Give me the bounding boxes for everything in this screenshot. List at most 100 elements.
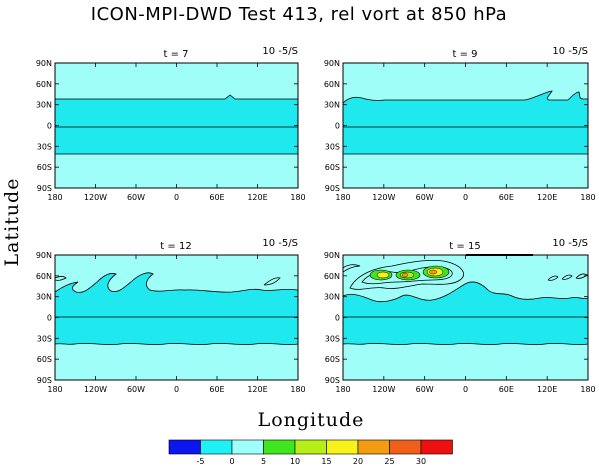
y-tick-label: 90N: [36, 59, 52, 68]
y-tick-label: 30S: [37, 142, 52, 151]
y-tick-label: 30N: [36, 293, 52, 302]
x-tick-label: 180: [47, 193, 62, 202]
colorbar-label: 25: [384, 457, 394, 466]
y-axis-title: Latitude: [1, 178, 23, 267]
y-tick-label: 90S: [325, 184, 340, 193]
y-tick-label: 30S: [325, 334, 340, 343]
y-tick-label: 90N: [324, 59, 340, 68]
panel-4-contour-vortex-inner: [361, 266, 453, 285]
colorbar: -5 0 5 10 15 20 25 30: [168, 439, 453, 466]
x-tick-label: 180: [47, 385, 62, 394]
y-tick-label: 90S: [37, 376, 52, 385]
panel-2-units-label: 10 -5/S: [552, 46, 588, 57]
x-tick-label: 0: [174, 385, 179, 394]
panel-3-tropical-band: [55, 272, 298, 345]
y-tick-label: 60S: [325, 163, 340, 172]
y-tick-label: 60N: [36, 272, 52, 281]
panel-2-time-label: t = 9: [452, 49, 477, 60]
colorbar-swatch: [263, 439, 296, 455]
panel-3-contour-eddy-b: [55, 276, 67, 281]
panel-3: t = 12 10 -5/S: [54, 238, 299, 381]
y-tick-label: 60N: [36, 80, 52, 89]
colorbar-swatch: [389, 439, 422, 455]
y-tick-label: 90S: [325, 376, 340, 385]
y-tick-label: 90S: [37, 184, 52, 193]
x-tick-label: 120W: [84, 385, 107, 394]
x-tick-label: 180: [290, 193, 305, 202]
colorbar-swatch: [294, 439, 327, 455]
y-tick-label: 0: [335, 122, 340, 131]
colorbar-swatch: [168, 439, 201, 455]
y-tick-label: 30N: [324, 293, 340, 302]
y-tick-label: 0: [335, 314, 340, 323]
y-tick-label: 60N: [324, 80, 340, 89]
y-tick-label: 0: [47, 314, 52, 323]
x-tick-label: 60W: [127, 193, 145, 202]
x-tick-label: 60W: [127, 385, 145, 394]
panel-4-vortex-3-core: [428, 269, 438, 275]
panel-4-contour-jet: [343, 281, 588, 303]
y-tick-label: 30S: [37, 334, 52, 343]
x-tick-label: 120E: [247, 193, 267, 202]
panel-4-contour-south: [343, 343, 588, 345]
panel-4-vortex-1-core: [376, 271, 390, 279]
colorbar-swatch: [420, 439, 453, 455]
y-tick-label: 60S: [37, 355, 52, 364]
y-tick-label: 0: [47, 122, 52, 131]
panel-3-contour-eddy-a: [263, 277, 281, 286]
panel-2-contour-north: [343, 90, 588, 104]
panel-3-units-label: 10 -5/S: [262, 238, 298, 249]
x-tick-label: 120E: [247, 385, 267, 394]
colorbar-label: 20: [353, 457, 363, 466]
panel-4-time-label: t = 15: [449, 241, 480, 252]
x-tick-label: 60E: [499, 193, 514, 202]
colorbar-label: -5: [197, 457, 205, 466]
x-tick-label: 0: [174, 193, 179, 202]
panel-4-contour-vortex-envelope: [349, 259, 464, 290]
colorbar-label: 30: [416, 457, 426, 466]
panel-4-contour-northern-eddy: [343, 264, 361, 273]
axis-ticks: 180 120W 60W 0 60E 120E 180 90N 60N 30N 0 30S 60S 90S…: [36, 59, 596, 394]
panel-1-contour-north: [55, 94, 298, 100]
colorbar-label: 5: [261, 457, 266, 466]
panel-3-contour-north: [55, 272, 298, 293]
panel-4: t = 15 10 -5/S: [342, 238, 589, 381]
panel-2-tropical-band: [343, 91, 588, 154]
panel-4-contour-east-eddy-b: [561, 274, 573, 280]
x-tick-label: 120E: [537, 385, 557, 394]
colorbar-label: 0: [229, 457, 234, 466]
panel-4-vortex-2-core: [401, 272, 409, 278]
panel-4-contour-east-eddy-a: [547, 275, 559, 281]
x-tick-label: 120W: [372, 193, 395, 202]
x-tick-label: 0: [463, 193, 468, 202]
x-tick-label: 60W: [416, 385, 434, 394]
y-tick-label: 60S: [325, 355, 340, 364]
colorbar-swatch: [357, 439, 390, 455]
panel-1: t = 7 10 -5/S: [54, 46, 299, 189]
y-tick-label: 30S: [325, 142, 340, 151]
x-tick-label: 180: [335, 385, 350, 394]
panel-3-time-label: t = 12: [160, 241, 191, 252]
colorbar-swatch: [231, 439, 264, 455]
colorbar-swatch: [326, 439, 359, 455]
y-tick-label: 90N: [36, 251, 52, 260]
panel-1-tropical-band: [55, 95, 298, 154]
y-tick-label: 90N: [324, 251, 340, 260]
colorbar-label: 10: [290, 457, 300, 466]
x-tick-label: 60E: [209, 385, 224, 394]
panel-1-time-label: t = 7: [163, 49, 188, 60]
panel-4-units-label: 10 -5/S: [552, 238, 588, 249]
x-tick-label: 180: [580, 385, 595, 394]
x-tick-label: 60W: [416, 193, 434, 202]
panel-3-contour-south: [55, 343, 298, 345]
y-tick-label: 60N: [324, 272, 340, 281]
colorbar-label: 15: [321, 457, 331, 466]
panel-4-contour-east-eddy-c: [575, 273, 588, 279]
x-tick-label: 180: [580, 193, 595, 202]
panel-2: t = 9 10 -5/S: [342, 46, 589, 189]
x-tick-label: 180: [290, 385, 305, 394]
figure-title: ICON-MPI-DWD Test 413, rel vort at 850 h…: [91, 4, 507, 25]
x-tick-label: 120E: [537, 193, 557, 202]
x-tick-label: 60E: [499, 385, 514, 394]
